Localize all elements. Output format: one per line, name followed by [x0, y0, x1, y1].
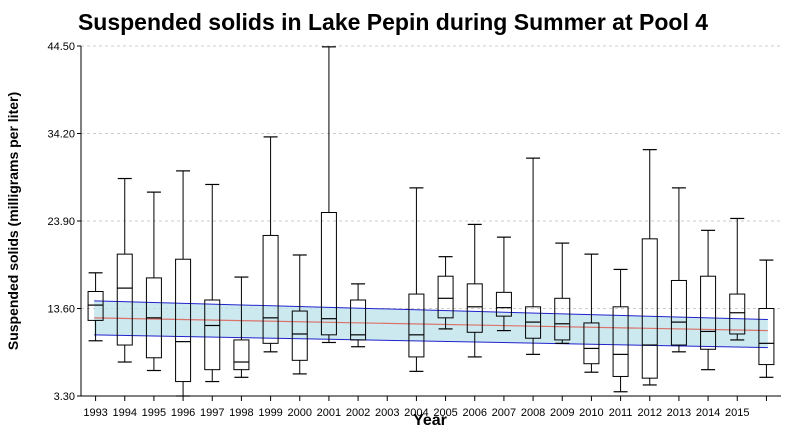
box-plot-2008 — [525, 157, 542, 355]
box-plot-2002 — [350, 283, 367, 348]
iqr-box — [583, 322, 600, 365]
iqr-box — [758, 308, 775, 366]
iqr-box — [408, 293, 425, 358]
x-tick-label: 2005 — [433, 407, 457, 419]
box-plot-1998 — [233, 276, 250, 378]
box-plot-1994 — [116, 177, 133, 363]
confidence-band — [94, 300, 768, 349]
box-plot-1999 — [262, 136, 279, 353]
x-tick-label: 1997 — [200, 407, 224, 419]
box-plot-2005 — [437, 256, 454, 330]
iqr-box — [729, 293, 746, 335]
iqr-box — [175, 258, 192, 383]
y-tick-label: 44.50 — [47, 41, 75, 53]
box-plot-2007 — [495, 236, 512, 332]
x-tick-label: 1993 — [83, 407, 107, 419]
box-plot-2014 — [700, 229, 717, 371]
iqr-box — [320, 212, 337, 336]
y-tick-label: 13.60 — [47, 304, 75, 316]
x-tick-label: 2010 — [579, 407, 603, 419]
x-axis-title: Year — [413, 412, 447, 429]
chart-title: Suspended solids in Lake Pepin during Su… — [77, 9, 709, 35]
box-plot-2010 — [583, 253, 600, 373]
iqr-box — [291, 310, 308, 361]
box-series — [87, 46, 775, 397]
iqr-box — [612, 306, 629, 377]
x-tick-label: 2001 — [317, 407, 341, 419]
box-plot-2004 — [408, 187, 425, 372]
x-tick-label: 2000 — [288, 407, 312, 419]
box-plot-1995 — [145, 191, 162, 372]
x-tick-label: 2014 — [696, 407, 720, 419]
x-tick-label: 1999 — [258, 407, 282, 419]
iqr-box — [87, 291, 104, 321]
y-tick-label: 34.20 — [47, 129, 75, 141]
x-tick-label: 2004 — [404, 407, 428, 419]
x-tick-label: 1996 — [171, 407, 195, 419]
box-plot-2015 — [729, 217, 746, 341]
x-tick-label: 1998 — [229, 407, 253, 419]
iqr-box — [262, 234, 279, 344]
box-plot-last — [758, 259, 775, 378]
band-upper-line — [94, 300, 768, 321]
x-tick-label: 2007 — [492, 407, 516, 419]
box-plot-2009 — [554, 242, 571, 344]
box-plot-2000 — [291, 254, 308, 375]
x-tick-label: 2013 — [667, 407, 691, 419]
x-tick-label: 2006 — [463, 407, 487, 419]
iqr-box — [700, 275, 717, 350]
x-tick-label: 2011 — [609, 407, 633, 419]
x-tick-label: 2012 — [638, 407, 662, 419]
y-tick-label: 23.90 — [47, 216, 75, 228]
x-tick-label: 2002 — [346, 407, 370, 419]
box-plot-1997 — [204, 183, 221, 383]
x-tick-label: 2015 — [725, 407, 749, 419]
trend-line — [94, 317, 768, 332]
iqr-box — [495, 291, 512, 317]
iqr-box — [116, 253, 133, 346]
box-plot-1993 — [87, 272, 104, 342]
iqr-box — [466, 283, 483, 333]
iqr-box — [554, 297, 571, 341]
x-tick-label: 2009 — [550, 407, 574, 419]
iqr-box — [350, 299, 367, 341]
iqr-box — [204, 299, 221, 371]
iqr-box — [670, 279, 687, 346]
iqr-box — [233, 339, 250, 371]
x-tick-label: 1995 — [142, 407, 166, 419]
box-plot-2011 — [612, 268, 629, 393]
box-plot-1996 — [175, 170, 192, 397]
box-plot-2013 — [670, 187, 687, 353]
box-plot-2012 — [641, 149, 658, 386]
x-tick-label: 1994 — [113, 407, 137, 419]
iqr-box — [437, 275, 454, 319]
box-plot-2001 — [320, 46, 337, 344]
y-tick-label: 3.30 — [54, 391, 75, 403]
axes: 3.30 13.60 23.90 34.20 44.50 1993 1994 1995 1996… — [47, 41, 781, 419]
x-tick-label: 2008 — [521, 407, 545, 419]
iqr-box — [641, 238, 658, 379]
x-tick-label: 2003 — [375, 407, 399, 419]
box-plot-2006 — [466, 223, 483, 358]
